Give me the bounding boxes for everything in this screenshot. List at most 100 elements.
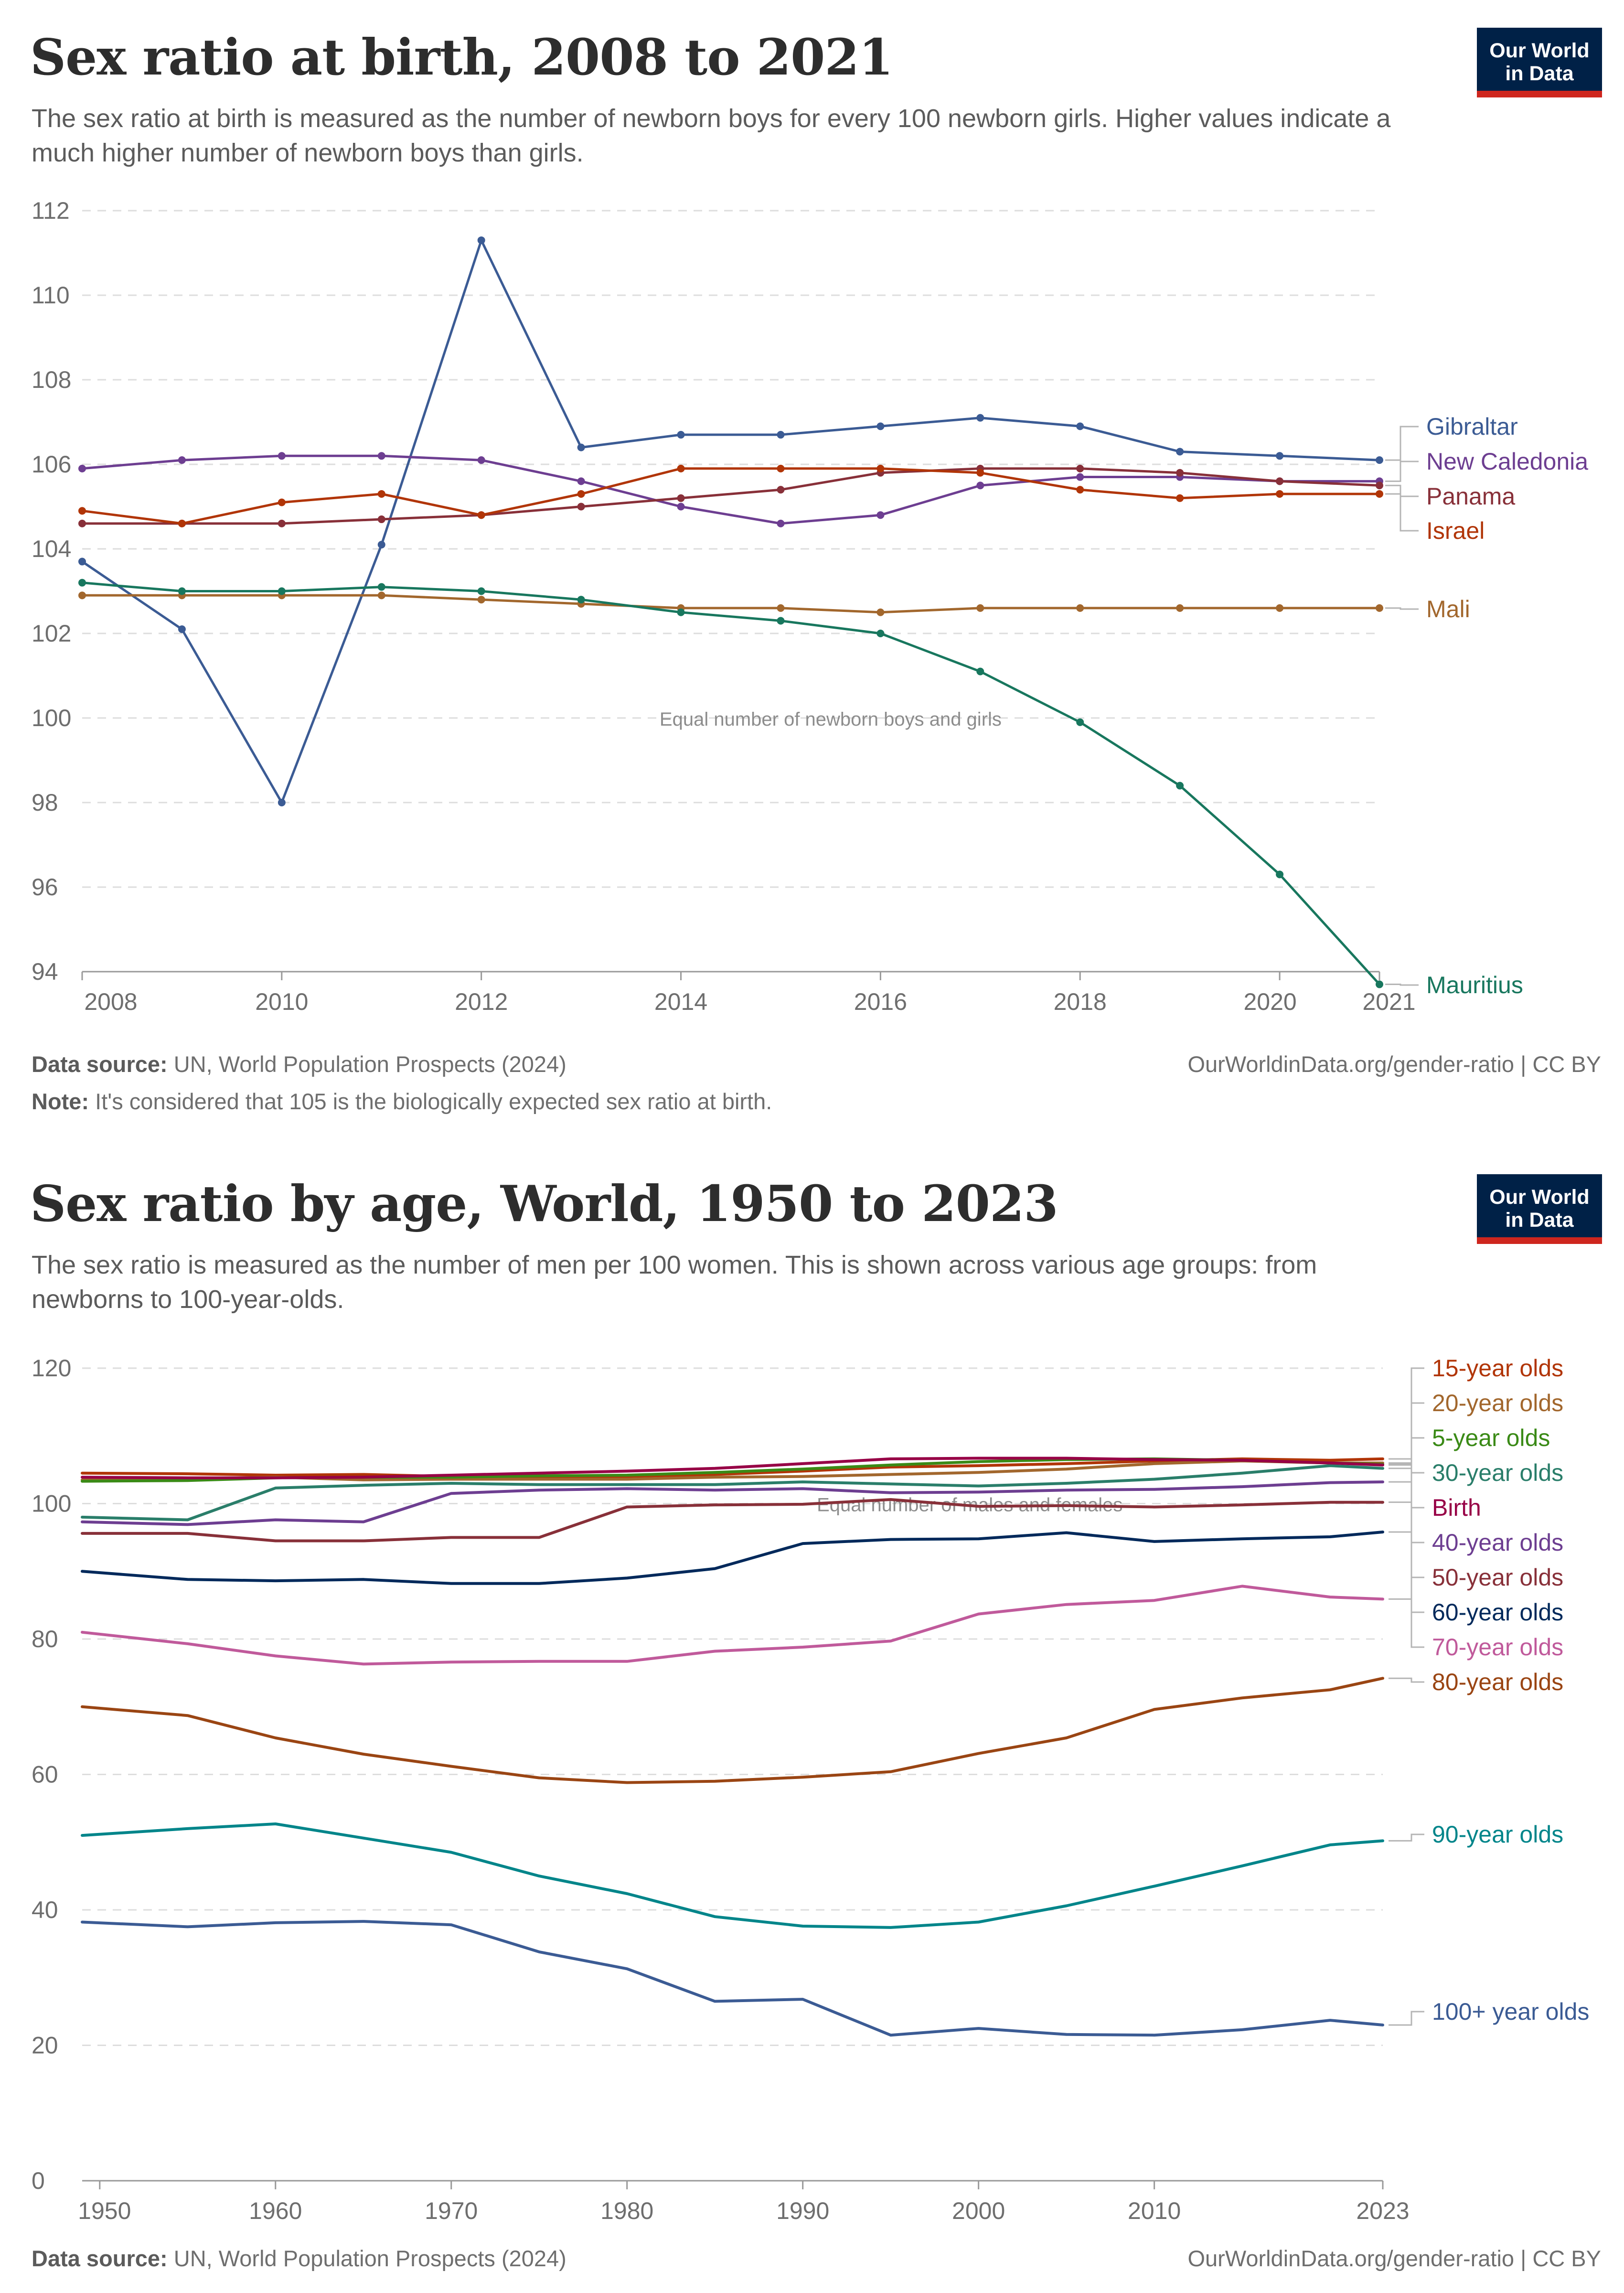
x-tick-label: 1960 [249,2197,302,2224]
series-line-mali [81,594,1381,614]
legend-label-panama: Panama [1426,483,1515,510]
data-point-mali [1276,604,1284,612]
data-point-new-caledonia [577,477,585,485]
logo-line-2: in Data [1505,62,1574,85]
legend-connector-new-caledonia [1385,461,1419,482]
series-line-70-year-olds [81,1585,1384,1666]
data-point-mauritius [1276,870,1284,879]
legend-label-5-year-olds: 5-year olds [1432,1425,1550,1451]
y-tick-label: 80 [32,1626,58,1652]
data-point-gibraltar [377,541,385,549]
legend-label-90-year-olds: 90-year olds [1432,1821,1563,1848]
data-point-mali [78,591,86,600]
y-tick-label: 110 [32,282,70,309]
legend-connector-20-year-olds [1389,1402,1424,1464]
data-source: Data source: UN, World Population Prospe… [32,2245,566,2272]
data-point-new-caledonia [477,456,485,464]
data-point-panama [1076,464,1084,472]
y-tick-label: 40 [32,1897,58,1923]
series-line-panama [81,467,1381,525]
data-point-new-caledonia [677,503,685,511]
data-point-israel [278,498,286,506]
series-line-80-year-olds [81,1677,1384,1784]
data-point-israel [1376,490,1383,498]
x-tick-label: 2008 [84,988,137,1015]
data-point-new-caledonia [278,452,286,460]
legend-label-mali: Mali [1426,596,1470,622]
data-point-mauritius [477,587,485,595]
data-point-israel [677,464,685,472]
legend-connector-60-year-olds [1389,1531,1424,1613]
legend-label-20-year-olds: 20-year olds [1432,1390,1563,1416]
data-point-israel [1276,490,1284,498]
data-point-israel [477,511,485,519]
logo-accent-bar [1477,91,1602,97]
owid-logo[interactable]: Our World in Data [1477,1174,1602,1244]
x-tick-label: 2010 [255,988,308,1015]
series-line-mauritius [81,581,1381,986]
data-point-mauritius [377,583,385,591]
chart-title: Sex ratio at birth, 2008 to 2021 [30,28,893,86]
data-point-mali [976,604,984,612]
data-source-text: UN, World Population Prospects (2024) [173,1051,566,1077]
series-line-30-year-olds [81,1464,1384,1522]
y-tick-label: 106 [32,451,71,478]
data-point-mauritius [577,596,585,604]
data-point-mauritius [78,579,86,587]
data-point-mauritius [777,617,785,625]
chart-footer: Data source: UN, World Population Prospe… [32,2245,1601,2283]
data-point-panama [78,519,86,527]
y-tick-label: 108 [32,366,71,393]
data-point-panama [377,515,385,524]
data-point-panama [677,494,685,502]
data-point-israel [1176,494,1184,502]
equality-annotation: Equal number of newborn boys and girls [660,709,1002,730]
data-point-new-caledonia [178,456,186,464]
logo-line-1: Our World [1489,1186,1590,1209]
data-point-israel [377,490,385,498]
data-point-mauritius [1176,782,1184,790]
series-line-new-caledonia [81,454,1381,525]
data-point-panama [1276,477,1284,485]
data-point-mali [477,596,485,604]
legend-label-israel: Israel [1426,517,1485,544]
legend-connector-mali [1385,607,1419,610]
source-url-link[interactable]: OurWorldinData.org/gender-ratio | CC BY [1187,2246,1601,2271]
y-tick-label: 94 [32,958,58,985]
data-point-panama [577,503,585,511]
data-source: Data source: UN, World Population Prospe… [32,1051,566,1077]
data-point-israel [178,519,186,527]
owid-logo[interactable]: Our World in Data [1477,28,1602,97]
data-point-mauritius [1076,718,1084,726]
legend-connector-15-year-olds [1389,1367,1424,1460]
data-point-mali [1376,604,1383,612]
y-tick-label: 96 [32,874,58,900]
data-point-mali [777,604,785,612]
x-tick-label: 2014 [654,988,707,1015]
x-tick-label: 1950 [78,2197,131,2224]
legend-label-new-caledonia: New Caledonia [1426,448,1588,475]
source-url-link[interactable]: OurWorldinData.org/gender-ratio | CC BY [1187,1051,1601,1077]
legend-connector-100-year-olds [1389,2011,1424,2026]
data-point-mauritius [178,587,186,595]
series-line-90-year-olds [81,1822,1384,1929]
legend-connector-panama [1385,484,1419,497]
note-text: It's considered that 105 is the biologic… [95,1089,772,1114]
x-tick-label: 1990 [776,2197,829,2224]
data-point-israel [78,507,86,515]
data-point-mauritius [1376,980,1383,988]
data-point-israel [1076,486,1084,494]
legend-connector-70-year-olds [1389,1598,1424,1648]
y-tick-label: 20 [32,2032,58,2059]
series-line-birth [81,1457,1384,1479]
x-tick-label: 2023 [1356,2197,1409,2224]
legend-label-mauritius: Mauritius [1426,972,1523,998]
legend-connector-5-year-olds [1389,1437,1424,1465]
legend-connector-50-year-olds [1389,1501,1424,1578]
legend-connector-gibraltar [1385,426,1419,461]
x-tick-label: 2018 [1054,988,1107,1015]
chart-subtitle: The sex ratio at birth is measured as th… [32,104,1391,167]
data-point-mauritius [677,608,685,616]
legend-label-15-year-olds: 15-year olds [1432,1355,1563,1382]
legend-label-40-year-olds: 40-year olds [1432,1529,1563,1556]
